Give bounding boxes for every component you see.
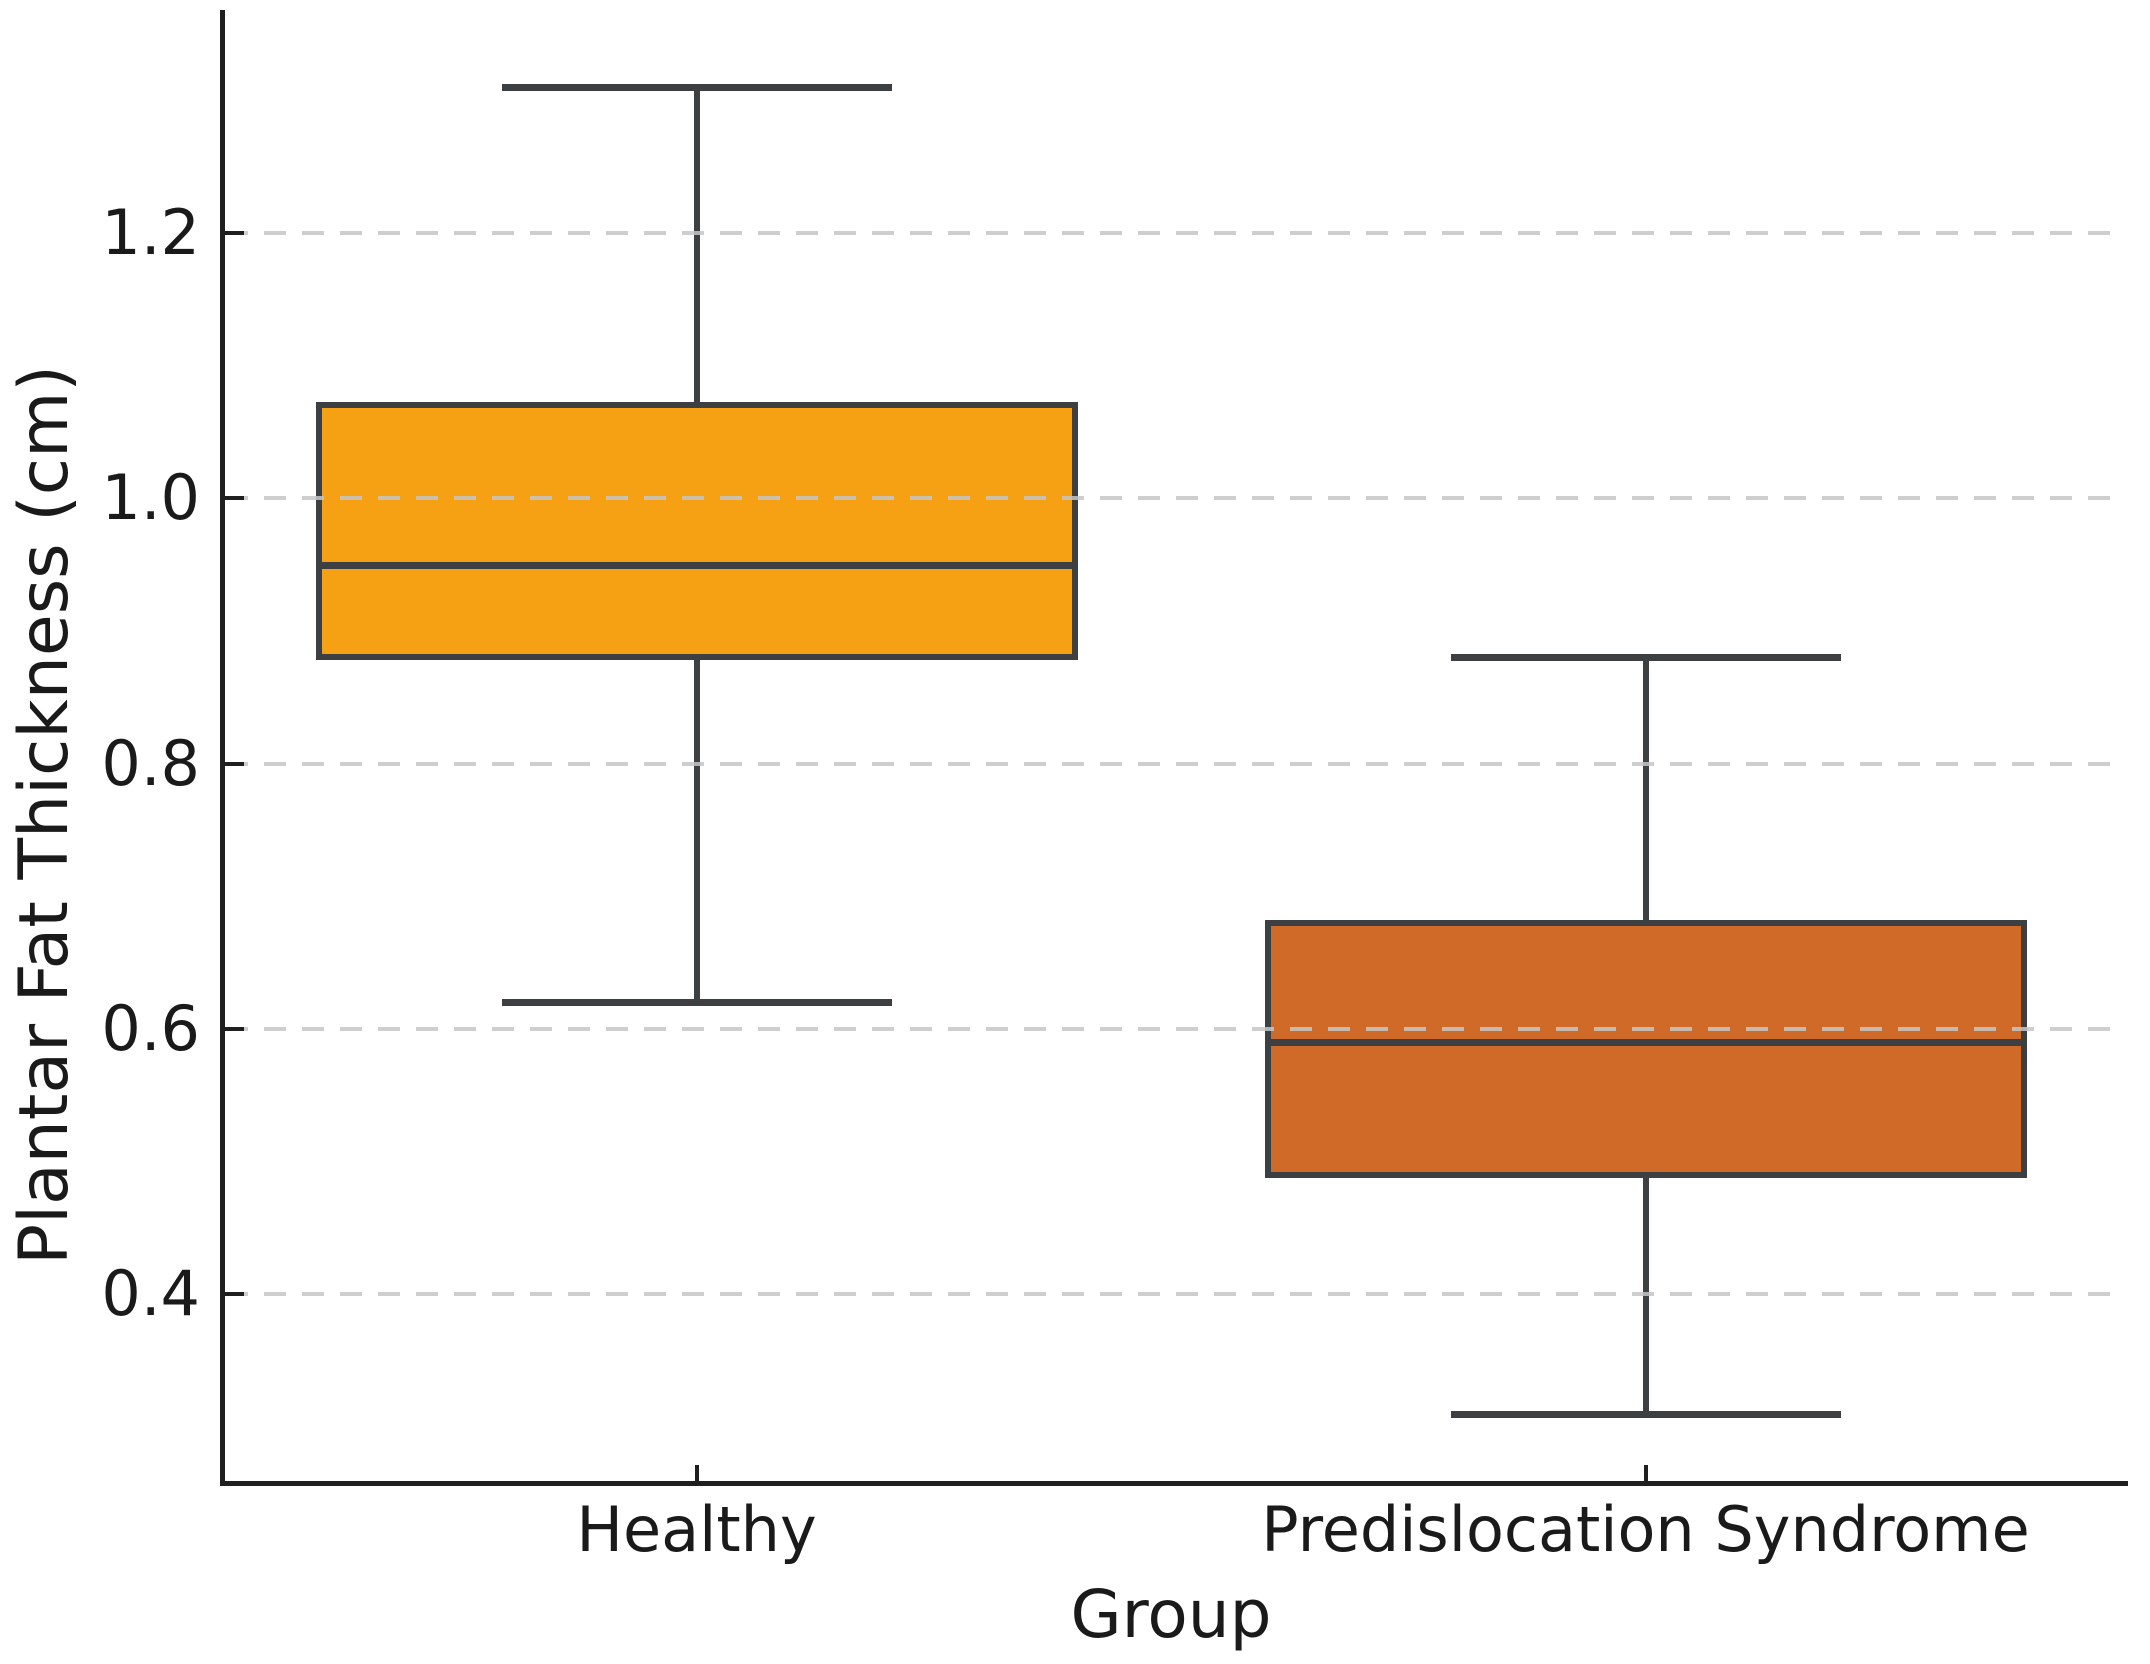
- y-tick-label-1.0: 1.0: [101, 461, 200, 535]
- whisker-cap-lower-healthy: [501, 999, 892, 1007]
- whisker-cap-lower-predislocation-syndrome: [1450, 1410, 1841, 1418]
- x-tick-healthy: [694, 1465, 699, 1484]
- whisker-cap-upper-predislocation-syndrome: [1450, 654, 1841, 662]
- y-tick-label-1.2: 1.2: [101, 195, 200, 269]
- gridline-1.0: [226, 496, 2116, 501]
- y-tick-label-0.6: 0.6: [101, 991, 200, 1065]
- whisker-cap-upper-healthy: [501, 83, 892, 91]
- y-axis-line: [220, 10, 225, 1486]
- gridline-0.4: [226, 1292, 2116, 1297]
- x-axis-title-text: Group: [1070, 1576, 1272, 1653]
- y-tick-label-0.8: 0.8: [101, 726, 200, 800]
- gridline-1.2: [226, 230, 2116, 235]
- x-tick-label-healthy: Healthy: [576, 1493, 817, 1566]
- y-tick-0.8: [225, 761, 244, 766]
- y-tick-1.0: [225, 496, 244, 501]
- gridline-0.6: [226, 1026, 2116, 1031]
- gridline-0.8: [226, 761, 2116, 766]
- y-tick-0.4: [225, 1292, 244, 1297]
- whisker-lower-healthy: [693, 657, 700, 1003]
- x-tick-label-predislocation-syndrome: Predislocation Syndrome: [1261, 1493, 2030, 1566]
- y-tick-0.6: [225, 1026, 244, 1031]
- median-line-healthy: [321, 561, 1072, 569]
- median-line-predislocation-syndrome: [1270, 1039, 2021, 1047]
- x-axis-line: [220, 1481, 2128, 1486]
- box-healthy: [315, 402, 1078, 661]
- y-axis-title-text: Plantar Fat Thickness (cm): [5, 365, 84, 1265]
- box-predislocation-syndrome: [1264, 919, 2027, 1178]
- y-tick-1.2: [225, 230, 244, 235]
- whisker-upper-healthy: [693, 86, 700, 406]
- x-tick-predislocation-syndrome: [1643, 1465, 1648, 1484]
- y-tick-label-0.4: 0.4: [101, 1257, 200, 1331]
- whisker-upper-predislocation-syndrome: [1642, 657, 1649, 923]
